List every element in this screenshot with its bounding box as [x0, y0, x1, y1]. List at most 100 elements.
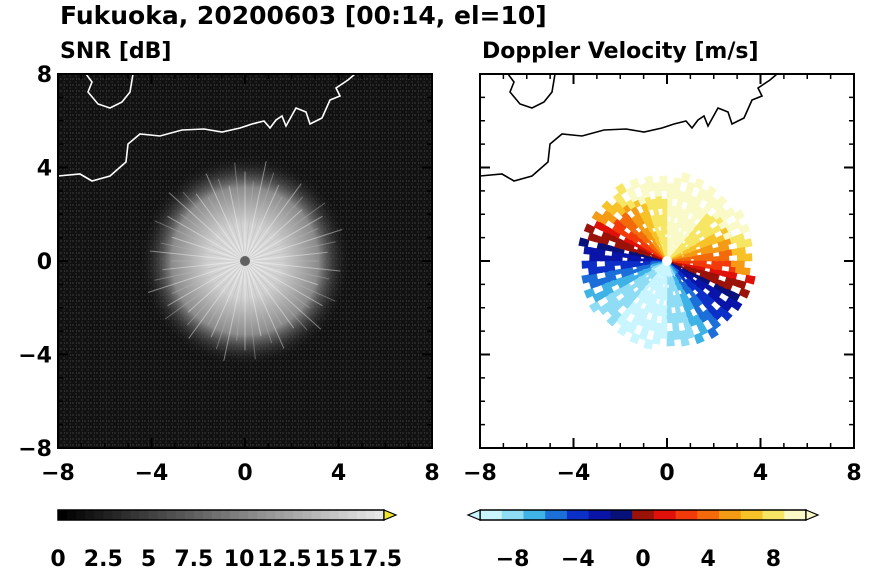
snr-colorbar-tick-label: 5 [141, 547, 156, 570]
snr-colorbar-bin [338, 510, 349, 520]
doppler-x-tick-label: −8 [463, 461, 497, 486]
doppler-colorbar-bin [599, 510, 611, 520]
doppler-colorbar-bin [566, 510, 579, 520]
doppler-colorbar-bin [490, 510, 503, 520]
snr-streak [195, 193, 246, 262]
snr-streak [164, 260, 246, 320]
snr-y-tick-label: 0 [37, 250, 52, 275]
snr-streak [244, 260, 336, 302]
doppler-colorbar-bin [751, 510, 764, 520]
doppler-x-tick-label: −4 [557, 461, 591, 486]
snr-colorbar-bin [275, 510, 285, 520]
snr-streak [234, 162, 246, 262]
doppler-colorbar-bin [545, 510, 557, 520]
snr-coastline [58, 74, 356, 182]
snr-axes: −8 −4 0 4 8 8 4 0 −4 −8 [18, 63, 439, 486]
doppler-colorbar-bin [523, 510, 535, 520]
snr-streak [244, 260, 322, 330]
snr-streak [244, 228, 319, 262]
snr-x-tick-label: 4 [331, 461, 346, 486]
snr-colorbar-bin [148, 510, 159, 520]
doppler-colorbar-tick-label: 8 [766, 547, 781, 570]
doppler-cell [589, 253, 598, 262]
doppler-colorbar-bin [675, 510, 687, 520]
snr-y-tick-label: 4 [37, 157, 52, 182]
snr-streak [244, 260, 295, 329]
doppler-cell [741, 238, 753, 248]
doppler-colorbar-bin [501, 510, 514, 520]
doppler-colorbar-bin [708, 510, 720, 520]
snr-streak [205, 173, 246, 262]
snr-streak [149, 250, 246, 262]
doppler-cell [652, 181, 662, 192]
doppler-cell [664, 236, 668, 246]
doppler-cell [738, 223, 751, 235]
snr-streak [154, 220, 246, 262]
doppler-cell [581, 274, 593, 284]
snr-coastline-north [85, 74, 134, 109]
snr-streak [244, 215, 323, 262]
doppler-coastline [480, 74, 778, 182]
doppler-cell [629, 332, 641, 345]
snr-colorbar-bin [139, 510, 150, 520]
snr-streak [168, 192, 246, 262]
snr-colorbar-bin [302, 510, 313, 520]
doppler-colorbar-bin [762, 510, 774, 520]
snr-streak [244, 260, 323, 307]
doppler-cell [732, 209, 746, 222]
snr-colorbar-bin [67, 510, 77, 520]
snr-streak [244, 260, 319, 286]
snr-streak [180, 213, 246, 262]
doppler-cell [693, 177, 705, 190]
snr-colorbar-bin [239, 510, 249, 520]
snr-colorbar-bin [112, 510, 122, 520]
snr-colorbar-tick-label: 17.5 [348, 547, 402, 570]
snr-streak [244, 260, 262, 337]
doppler-axes: −8 −4 0 4 8 [463, 73, 862, 486]
doppler-colorbar-extend-min [466, 509, 481, 521]
snr-x-tick-label: −4 [135, 461, 169, 486]
snr-y-tick-label: −4 [18, 344, 52, 369]
snr-colorbar-bin [266, 510, 276, 520]
doppler-cell [606, 314, 619, 327]
snr-streak [244, 196, 283, 262]
doppler-cell [730, 299, 743, 312]
snr-streak [244, 260, 341, 272]
doppler-x-tick-label: 0 [659, 461, 674, 486]
doppler-cell [659, 330, 668, 339]
doppler-colorbar-bin [577, 510, 590, 520]
doppler-cell [583, 223, 596, 235]
snr-streak [244, 260, 308, 331]
snr-streak [171, 236, 246, 262]
doppler-cell [742, 253, 753, 262]
snr-colorbar-bin [347, 510, 358, 520]
doppler-panel: Doppler Velocity [m/s] −8 −4 0 4 8 [463, 39, 862, 486]
snr-panel-title: SNR [dB] [60, 39, 171, 64]
snr-streak [244, 184, 280, 262]
snr-colorbar-bin [293, 510, 303, 520]
snr-streak [207, 196, 246, 262]
doppler-cell [715, 195, 728, 208]
snr-colorbar-bin [356, 510, 367, 520]
doppler-cell [666, 183, 675, 192]
snr-colorbar-bin [211, 510, 222, 520]
snr-x-tick-label: 8 [424, 461, 439, 486]
doppler-colorbar-bin [632, 510, 644, 520]
doppler-colorbar-tick-label: 4 [701, 547, 716, 570]
doppler-cell [643, 338, 654, 350]
snr-colorbar-bin [193, 510, 204, 520]
doppler-cell [720, 309, 733, 322]
snr-colorbar-bin [76, 510, 86, 520]
snr-colorbar-bin [257, 510, 267, 520]
doppler-x-tick-label: 4 [753, 461, 768, 486]
doppler-cell [666, 276, 670, 286]
doppler-cell [588, 300, 602, 313]
doppler-cell [705, 185, 718, 198]
doppler-cell [720, 255, 730, 262]
doppler-cell [680, 172, 691, 184]
snr-streak [167, 260, 246, 307]
doppler-colorbar-bin [480, 510, 492, 520]
snr-colorbar-bin [166, 510, 177, 520]
doppler-cell [587, 266, 598, 276]
